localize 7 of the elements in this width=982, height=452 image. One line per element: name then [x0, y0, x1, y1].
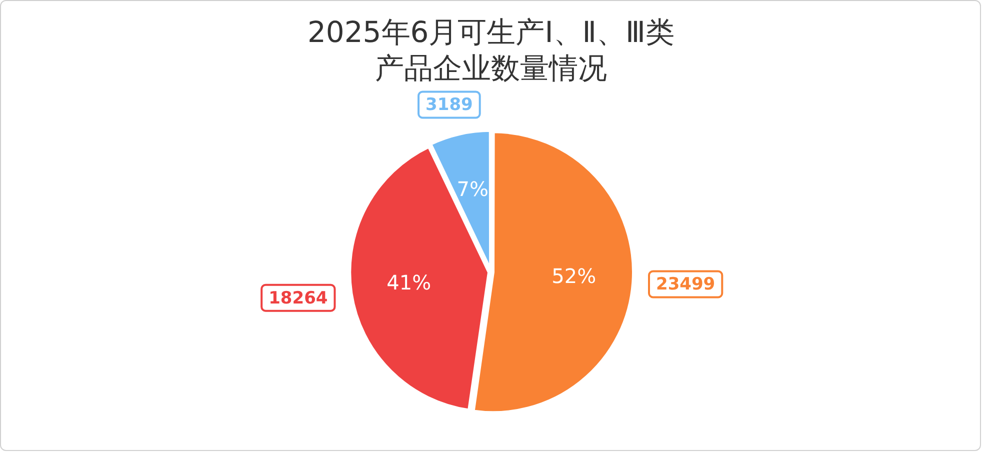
- data-label: 23499: [656, 274, 716, 295]
- text: 41%: [386, 270, 432, 295]
- text: 52%: [552, 264, 596, 288]
- data-label: 3189: [426, 95, 473, 116]
- data-label: 18264: [268, 288, 328, 308]
- text: 7%: [456, 177, 488, 202]
- chart-title: 2025年6月可生产Ⅰ、Ⅱ、Ⅲ类产品企业数量情况: [306, 14, 676, 86]
